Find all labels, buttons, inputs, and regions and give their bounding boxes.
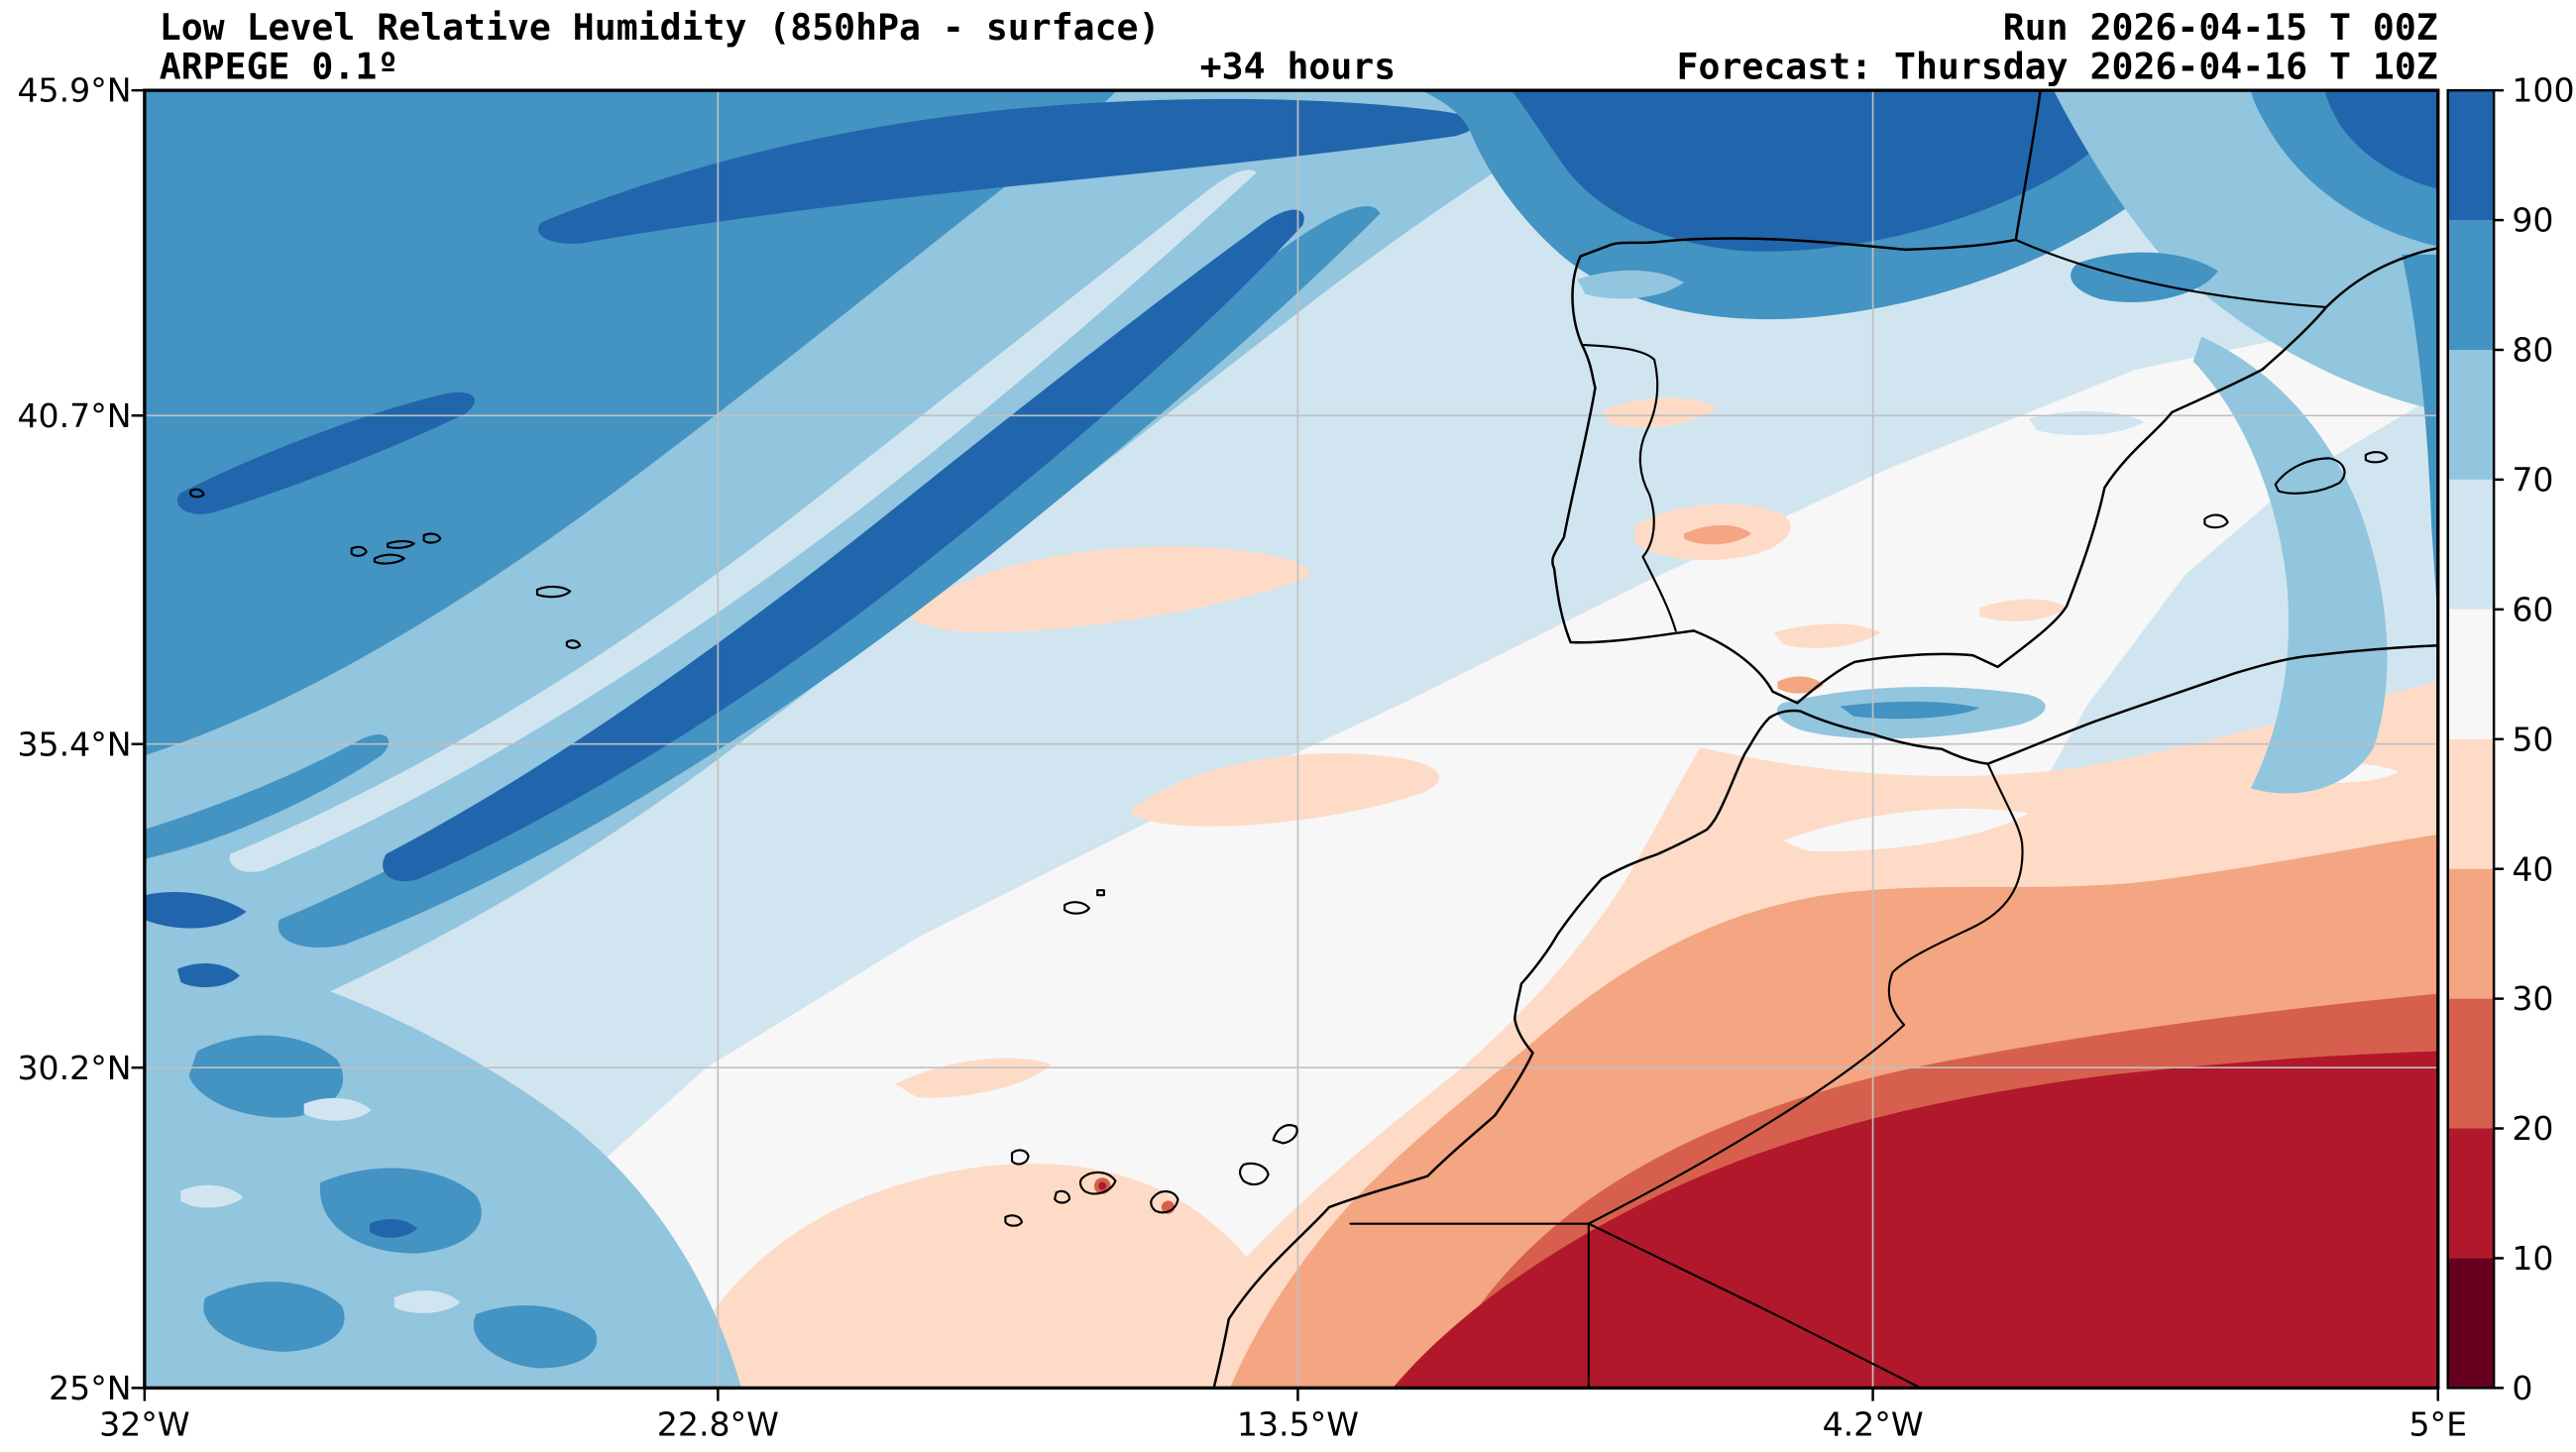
contour-streak-atlas-50-60: [1782, 808, 2030, 851]
colorbar-label: 80: [2512, 331, 2553, 370]
forecast-label: Forecast: Thursday 2026-04-16 T 10Z: [1677, 46, 2438, 88]
lead-time-label: +34 hours: [1200, 46, 1397, 88]
contour-blob-80-90-sw: [188, 1035, 344, 1118]
x-tick-label: 5°E: [2408, 1404, 2467, 1443]
contour-lane-60-70: [229, 169, 1258, 872]
africa-coastline: [1212, 644, 2438, 1389]
contour-streak-80-90-edge: [2402, 254, 2438, 624]
contour-streak-90-100: [383, 209, 1304, 882]
colorbar-segment-40-50: [2447, 738, 2495, 869]
contour-region-50-60: [434, 328, 2438, 1389]
contour-speck-90-100-sw: [177, 962, 240, 988]
x-tick-label: 32°W: [99, 1404, 189, 1443]
azores-coastline: [189, 488, 582, 649]
colorbar-label: 50: [2512, 720, 2553, 758]
colorbar-segment-50-60: [2447, 609, 2495, 739]
y-axis-labels: 45.9°N 40.7°N 35.4°N 30.2°N 25°N: [17, 71, 131, 1407]
contour-blob-60-70-nspain: [1807, 341, 1972, 377]
colorbar-label: 40: [2512, 849, 2553, 888]
plot-frame: [143, 88, 2440, 1391]
colorbar-label: 20: [2512, 1109, 2553, 1148]
contour-core-90-100-biscay: [1511, 90, 2136, 252]
y-tick-label: 25°N: [49, 1369, 132, 1407]
contour-blob-70-80-galicia: [1577, 270, 1684, 299]
madeira-coastline: [1063, 889, 1105, 915]
colorbar-label: 90: [2512, 201, 2553, 240]
y-tick-label: 30.2°N: [17, 1049, 131, 1087]
contour-streak-80-90-alboran: [1840, 701, 1980, 720]
colorbar-segment-30-40: [2447, 868, 2495, 999]
colorbar-segment-0-10: [2447, 1258, 2495, 1389]
colorbar: 100 90 80 70 60 50 40 30 20 10 0: [2446, 71, 2575, 1407]
contour-streak-90-100-small: [176, 391, 475, 514]
contour-blob-80-90-sw: [473, 1305, 598, 1369]
contour-patch-40-50: [910, 546, 1310, 633]
contour-patch-40-50: [1131, 753, 1440, 827]
pyrenees-border: [2014, 238, 2328, 308]
colorbar-segment-80-90: [2447, 220, 2495, 350]
run-label: Run 2026-04-15 T 00Z: [2003, 6, 2438, 49]
sahara-border-southeast: [1587, 1222, 1924, 1389]
contour-patch-40-50-iberia: [1602, 397, 1718, 428]
chart-title: Low Level Relative Humidity (850hPa - su…: [160, 6, 1161, 49]
x-tick-label: 4.2°W: [1823, 1404, 1924, 1443]
colorbar-label: 30: [2512, 979, 2553, 1018]
contour-streak-90-100-top: [538, 98, 1476, 244]
colorbar-label: 10: [2512, 1239, 2553, 1278]
model-label: ARPEGE 0.1º: [160, 46, 398, 88]
portugal-spain-border: [1582, 343, 1677, 632]
contour-speck-90-100: [144, 891, 247, 929]
colorbar-segment-90-100: [2447, 90, 2495, 221]
contour-field: [144, 90, 2438, 1389]
contour-spot-30-40-iberia: [1683, 524, 1751, 545]
contour-blob-80-90-sw: [203, 1282, 345, 1352]
contour-blob-80-90-sw: [319, 1168, 482, 1254]
x-tick-label: 13.5°W: [1237, 1404, 1359, 1443]
contour-patch-40-50-iberia: [1979, 599, 2068, 621]
header: Low Level Relative Humidity (850hPa - su…: [160, 6, 2438, 88]
contour-blob-60-70-nspain: [2029, 410, 2145, 436]
contour-patch-40-50-iberia: [1774, 623, 1881, 649]
contour-speck-90-100-sw: [369, 1218, 418, 1238]
morocco-algeria-border: [1587, 762, 2024, 1225]
y-tick-label: 45.9°N: [17, 71, 131, 110]
contour-patch-40-50: [669, 1164, 1315, 1389]
balearic-islands-coastline: [2203, 451, 2389, 529]
y-tick-label: 40.7°N: [17, 396, 131, 435]
contour-streak-80-90: [144, 734, 390, 859]
contour-hole-60-70-sw: [180, 1184, 244, 1208]
colorbar-label: 70: [2512, 461, 2553, 500]
contour-dot-10-20-tenerife: [1098, 1181, 1107, 1190]
x-axis-labels: 32°W 22.8°W 13.5°W 4.2°W 5°E: [99, 1404, 2467, 1443]
canary-islands-coastline: [1004, 1124, 1298, 1227]
colorbar-label: 60: [2512, 590, 2553, 628]
colorbar-tick-marks: [2494, 88, 2505, 1390]
contour-strip-70-80-east-spain: [2192, 336, 2388, 794]
y-tick-label: 35.4°N: [17, 725, 131, 763]
colorbar-segment-20-30: [2447, 998, 2495, 1129]
contour-hole-60-70-sw: [393, 1290, 461, 1313]
colorbar-segment-70-80: [2447, 349, 2495, 480]
colorbar-label: 100: [2512, 71, 2574, 110]
iberia-france-coastline: [1551, 90, 2438, 705]
gridlines: [144, 90, 2438, 1389]
colorbar-label: 0: [2512, 1369, 2532, 1407]
axis-ticks: [131, 88, 2440, 1401]
contour-core-90-100-ne: [2324, 90, 2438, 189]
colorbar-segment-60-70: [2447, 479, 2495, 610]
contour-region-sahara-10-20: [1393, 1051, 2438, 1389]
contour-region-80-90: [144, 90, 1118, 756]
coastlines: [189, 90, 2438, 1389]
contour-hole-60-70-sw: [303, 1097, 372, 1121]
colorbar-segment-10-20: [2447, 1128, 2495, 1259]
x-tick-label: 22.8°W: [657, 1404, 779, 1443]
